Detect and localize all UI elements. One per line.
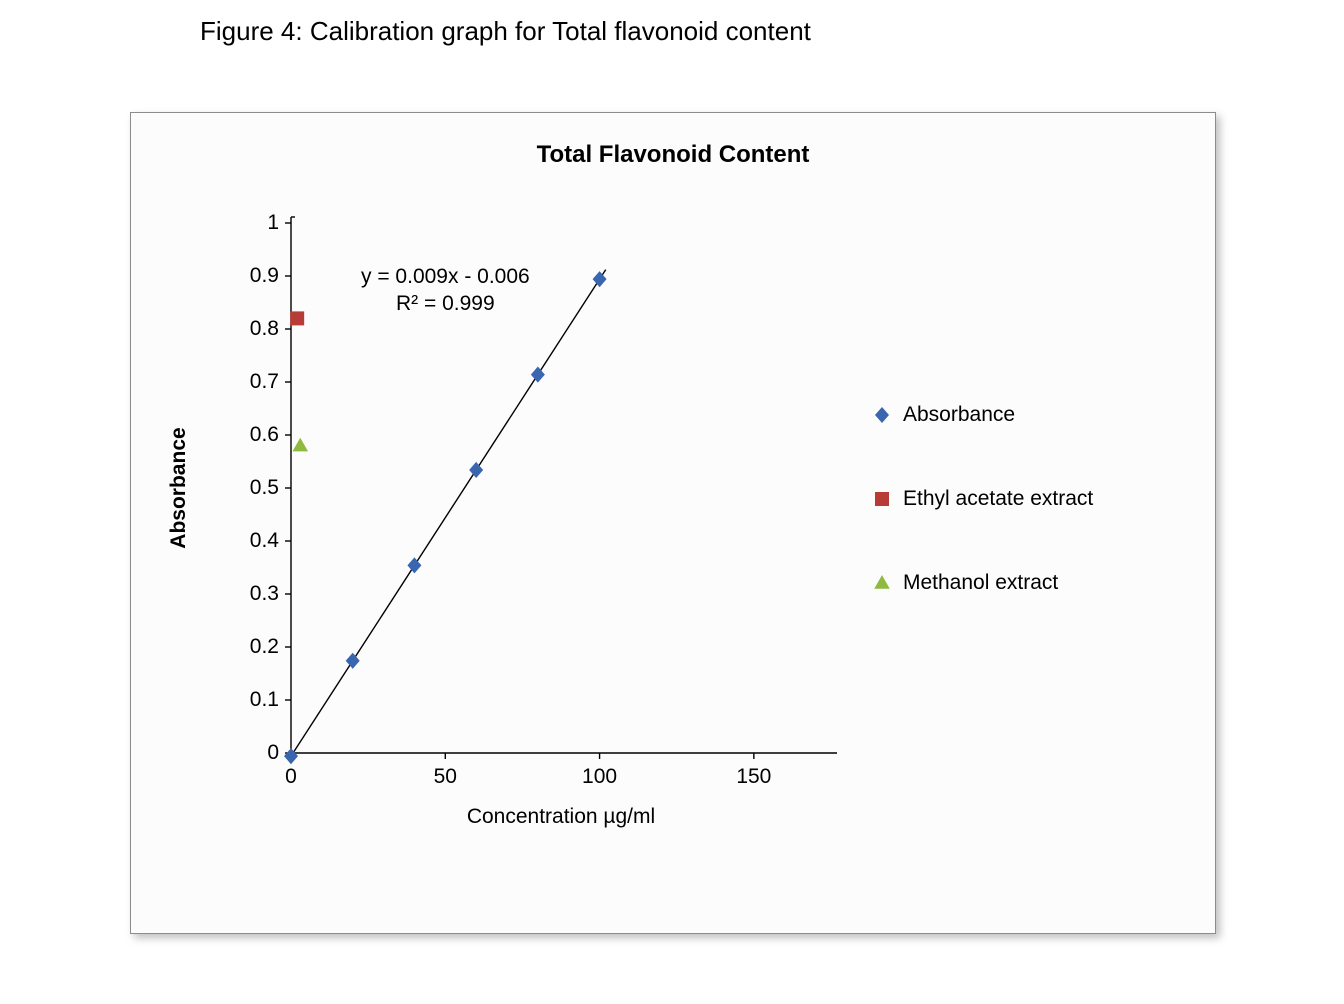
- y-tick-label: 0.9: [229, 264, 279, 288]
- triangle-icon: [871, 572, 893, 594]
- legend-label: Absorbance: [903, 403, 1015, 427]
- r2-text: R² = 0.999: [396, 292, 495, 315]
- y-tick-label: 0.7: [229, 370, 279, 394]
- y-tick-label: 0.6: [229, 423, 279, 447]
- diamond-icon: [871, 404, 893, 426]
- y-tick-label: 0.3: [229, 582, 279, 606]
- y-tick-label: 0.2: [229, 635, 279, 659]
- y-tick-label: 0.4: [229, 529, 279, 553]
- chart-title: Total Flavonoid Content: [131, 141, 1215, 169]
- y-axis-label: Absorbance: [167, 427, 191, 548]
- chart-frame: Total Flavonoid Content Absorbance Conce…: [130, 112, 1216, 934]
- equation-block: y = 0.009x - 0.006 R² = 0.999: [361, 263, 530, 318]
- y-tick-label: 0.1: [229, 688, 279, 712]
- square-icon: [871, 488, 893, 510]
- legend-item-ethyl-acetate: Ethyl acetate extract: [871, 487, 1093, 511]
- x-axis-label: Concentration µg/ml: [467, 805, 655, 829]
- y-tick-label: 0.5: [229, 476, 279, 500]
- legend: Absorbance Ethyl acetate extract Methano…: [871, 403, 1093, 655]
- legend-label: Methanol extract: [903, 571, 1058, 595]
- x-tick-label: 50: [434, 765, 457, 789]
- x-tick-label: 150: [736, 765, 771, 789]
- figure-page: Figure 4: Calibration graph for Total fl…: [0, 0, 1344, 1004]
- legend-item-absorbance: Absorbance: [871, 403, 1093, 427]
- x-tick-label: 100: [582, 765, 617, 789]
- legend-item-methanol: Methanol extract: [871, 571, 1093, 595]
- x-tick-label: 0: [285, 765, 297, 789]
- plot-area: Absorbance Concentration µg/ml 00.10.20.…: [291, 223, 831, 753]
- equation-text: y = 0.009x - 0.006: [361, 265, 530, 288]
- y-tick-label: 0: [229, 741, 279, 765]
- legend-label: Ethyl acetate extract: [903, 487, 1093, 511]
- y-tick-label: 1: [229, 211, 279, 235]
- figure-caption: Figure 4: Calibration graph for Total fl…: [0, 16, 1344, 47]
- y-tick-label: 0.8: [229, 317, 279, 341]
